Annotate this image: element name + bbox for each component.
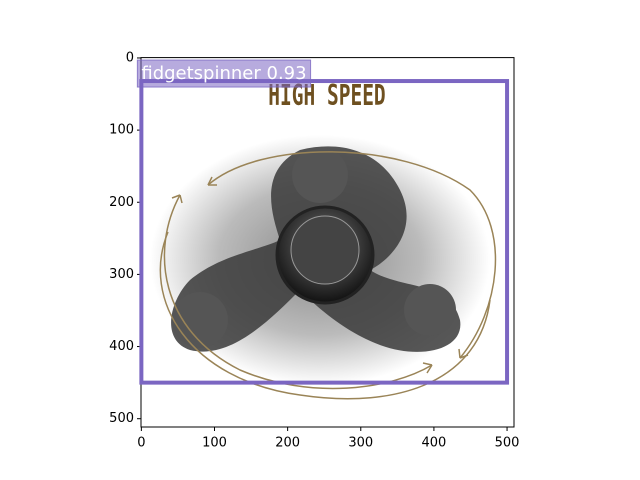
label-box xyxy=(136,59,312,88)
bounding-box xyxy=(139,79,510,385)
y-tick-label: 400 xyxy=(109,339,134,354)
x-tick-label: 100 xyxy=(202,436,227,451)
x-tick-label: 300 xyxy=(348,436,373,451)
x-tick-label: 0 xyxy=(137,436,145,451)
x-tick-label: 500 xyxy=(495,436,520,451)
x-tick-label: 200 xyxy=(275,436,300,451)
y-tick-label: 500 xyxy=(109,411,134,426)
x-tick-label: 400 xyxy=(422,436,447,451)
box-label: fidgetspinner 0.93 xyxy=(141,63,306,84)
y-tick-label: 100 xyxy=(109,123,134,138)
y-tick-label: 200 xyxy=(109,195,134,210)
y-tick-label: 0 xyxy=(126,50,134,65)
image: HIGH SPEED xyxy=(141,57,514,427)
y-tick-label: 300 xyxy=(109,267,134,282)
